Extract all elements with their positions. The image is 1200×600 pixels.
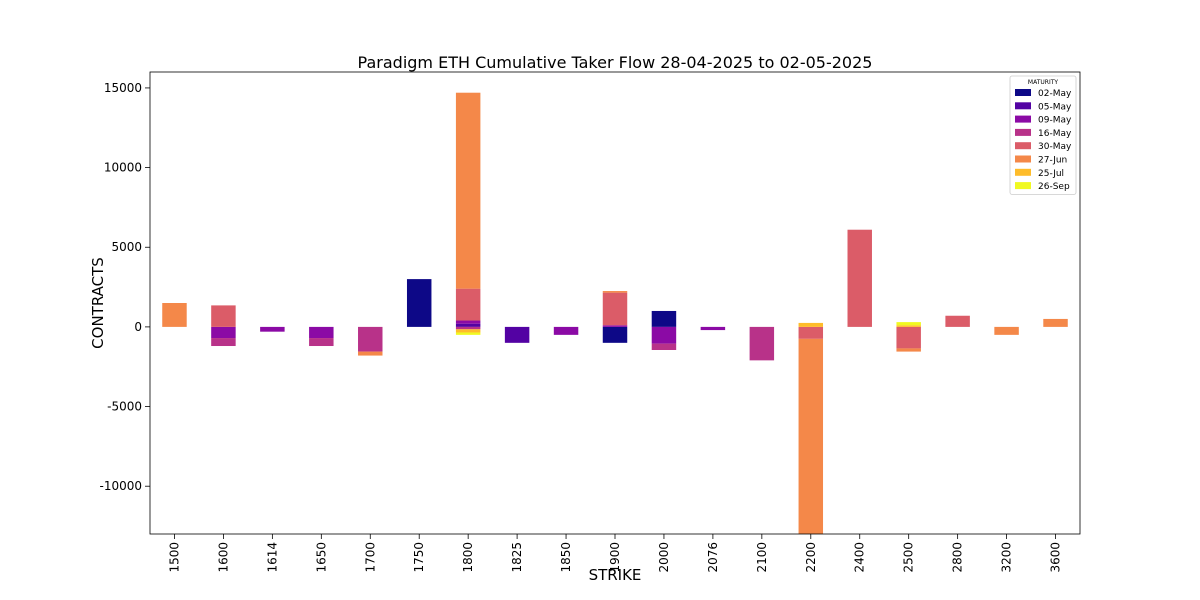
bar-25-Jul-2500 <box>896 325 921 327</box>
bar-16-May-2000 <box>651 343 677 350</box>
legend-label-26-Sep: 26-Sep <box>1038 182 1070 192</box>
bar-02-May-1900 <box>602 326 628 343</box>
bar-09-May-1650 <box>309 326 334 339</box>
legend-swatch-02-May <box>1015 89 1031 96</box>
legend-swatch-30-May <box>1015 142 1031 150</box>
y-axis: 15000 10000 5000 0 -5000 -10000 <box>99 81 150 493</box>
x-tick-label: 3600 <box>1049 542 1063 573</box>
bar-16-May-2100 <box>749 326 775 361</box>
legend-label-05-May: 05-May <box>1038 102 1072 112</box>
legend-swatch-27-Jun <box>1015 155 1031 163</box>
bar-30-May-1900 <box>602 292 628 326</box>
y-tick-label: -5000 <box>107 400 142 414</box>
y-axis-label: CONTRACTS <box>89 257 107 349</box>
legend-label-09-May: 09-May <box>1038 116 1072 126</box>
y-tick-label: 15000 <box>104 81 142 95</box>
x-tick-label: 2200 <box>804 542 818 573</box>
legend-swatch-25-Jul <box>1015 168 1031 176</box>
x-tick-label: 1500 <box>167 542 181 573</box>
legend-label-25-Jul: 25-Jul <box>1038 169 1064 179</box>
bar-16-May-1800 <box>455 326 481 330</box>
y-tick-label: -10000 <box>99 479 142 493</box>
chart-title: Paradigm ETH Cumulative Taker Flow 28-04… <box>358 53 873 72</box>
y-tick-label: 10000 <box>104 161 142 175</box>
bar-30-May-2800 <box>945 315 970 327</box>
bar-30-May-1600 <box>211 305 236 327</box>
legend-swatch-26-Sep <box>1015 182 1031 190</box>
legend-title: MATURITY <box>1028 79 1058 86</box>
bar-09-May-1850 <box>553 326 579 335</box>
bars-layer <box>162 92 1068 534</box>
legend-label-16-May: 16-May <box>1038 129 1072 139</box>
legend: MATURITY 02-May 05-May 09-May 16-May 30-May 2… <box>1009 75 1077 195</box>
x-tick-label: 2400 <box>853 542 867 573</box>
x-tick-label: 1750 <box>412 542 426 573</box>
legend-label-27-Jun: 27-Jun <box>1038 156 1067 166</box>
bar-27-Jun-3600 <box>1043 318 1068 327</box>
bar-16-May-1700 <box>358 326 383 352</box>
bar-26-Sep-1800 <box>455 332 481 335</box>
legend-label-02-May: 02-May <box>1038 89 1072 99</box>
y-tick-label: 5000 <box>111 240 142 254</box>
bar-27-Jun-1900 <box>602 291 628 293</box>
legend-label-30-May: 30-May <box>1038 142 1072 152</box>
bar-27-Jun-1500 <box>162 303 187 327</box>
bar-09-May-1614 <box>260 326 285 332</box>
x-tick-label: 1850 <box>559 542 573 573</box>
x-tick-label: 1800 <box>461 542 475 573</box>
x-tick-label: 1900 <box>608 542 622 573</box>
bar-09-May-1800 <box>455 320 481 324</box>
x-tick-label: 3200 <box>1000 542 1014 573</box>
bar-30-May-2400 <box>847 229 872 327</box>
x-tick-label: 2800 <box>951 542 965 573</box>
bar-02-May-2000 <box>651 310 677 327</box>
bar-30-May-2200 <box>798 326 824 339</box>
bar-16-May-1650 <box>309 338 334 347</box>
x-tick-label: 1600 <box>216 542 230 573</box>
legend-swatch-05-May <box>1015 102 1031 110</box>
bar-05-May-1800 <box>455 323 481 327</box>
bar-05-May-1825 <box>504 326 530 343</box>
x-tick-label: 2076 <box>706 542 720 573</box>
x-axis: 1500 1600 1614 1650 1700 1750 1800 1825 1850 1900… <box>167 534 1063 573</box>
bar-30-May-2500 <box>896 326 921 349</box>
bar-16-May-1600 <box>211 338 236 347</box>
x-tick-label: 1825 <box>510 542 524 573</box>
bar-09-May-1600 <box>211 326 236 339</box>
x-tick-label: 2500 <box>902 542 916 573</box>
bar-27-Jun-1800 <box>455 92 481 289</box>
x-tick-label: 2000 <box>657 542 671 573</box>
bar-09-May-1900 <box>602 325 628 327</box>
y-tick-label: 0 <box>134 320 142 334</box>
x-tick-label: 2100 <box>755 542 769 573</box>
bar-27-Jun-1700 <box>358 351 383 356</box>
bar-27-Jun-2200 <box>798 338 824 534</box>
x-tick-label: 1700 <box>363 542 377 573</box>
bar-02-May-1750 <box>406 279 432 327</box>
x-axis-label: STRIKE <box>589 566 642 584</box>
legend-swatch-16-May <box>1015 128 1031 136</box>
bar-27-Jun-3200 <box>994 326 1019 335</box>
bar-09-May-2000 <box>651 326 677 344</box>
bar-09-May-2076 <box>700 326 726 331</box>
x-tick-label: 1650 <box>314 542 328 573</box>
x-tick-label: 1614 <box>265 542 279 573</box>
bar-25-Jul-2200 <box>798 322 824 327</box>
bar-25-Jul-1800 <box>455 329 481 333</box>
bar-27-Jun-2500 <box>896 348 921 352</box>
bar-30-May-1800 <box>455 288 481 321</box>
bar-26-Sep-2500 <box>896 322 921 326</box>
legend-swatch-09-May <box>1015 115 1031 123</box>
